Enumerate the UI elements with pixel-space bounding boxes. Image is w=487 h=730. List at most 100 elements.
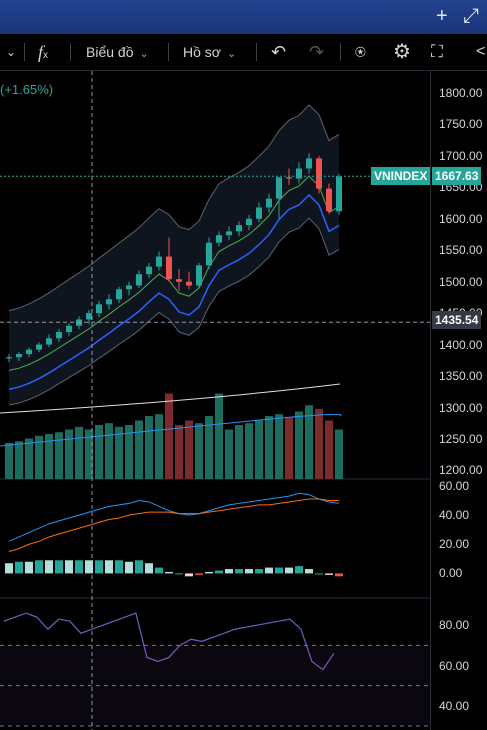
candle-body [246,218,252,226]
signal-line [8,498,339,553]
chevron-down-icon: ⌄ [226,48,237,60]
settings-icon[interactable]: ⚙ [393,41,411,63]
chart-area[interactable]: (+1.65%) 1800.00 1750.00 1700.00 1650.00 160… [0,71,487,730]
undo-icon[interactable]: ↶ [271,42,287,62]
macd-histogram-bar [295,566,303,574]
volume-bar [325,420,333,479]
candle-body [66,325,72,333]
macd-histogram-bar [255,569,263,574]
rsi-band-fill [0,645,430,726]
candle-body [156,256,162,267]
separator [256,43,257,61]
separator [24,43,25,61]
scale-tick-label: 1800.00 [439,86,483,100]
candle-body [196,265,202,286]
separator [340,43,341,61]
candle-body [216,235,222,243]
scale-tick-label: 1200.00 [439,463,483,478]
last-price-tag: 1667.63 [432,167,482,185]
macd-histogram-bar [5,563,13,574]
chevron-down-icon[interactable]: ⌄ [6,45,17,59]
candle-body [146,266,152,275]
macd-histogram-bar [185,573,193,577]
redo-icon[interactable]: ↷ [309,42,325,62]
volume-bar [265,416,273,479]
window-titlebar: + ⤢ [0,0,487,34]
macd-histogram-bar [85,560,93,574]
candle-body [326,188,332,212]
chart-toolbar: ⌄ fx Biểu đồ ⌄ Hồ sơ ⌄ ↶ ↷ ⍟ ⚙ ⛶ < [0,34,487,71]
volume-bar [175,425,183,479]
macd-histogram-bar [25,561,33,574]
macd-histogram-bar [315,573,323,575]
candle-body [96,304,102,314]
volume-bar [15,441,23,479]
scale-tick-label: 1600.00 [439,211,483,226]
scale-tick-label: 1400.00 [439,337,483,352]
scale-tick-label: 60.00 [439,658,470,673]
macd-histogram-bar [95,560,103,574]
volume-bar [135,420,143,479]
candle-body [286,177,292,179]
expand-icon[interactable]: ⤢ [463,5,479,27]
volume-bar [115,426,123,479]
candle-body [336,176,342,212]
macd-histogram-bar [325,573,333,575]
chart-type-label: Biểu đồ [86,44,134,60]
scale-tick-label: 1500.00 [439,274,483,289]
macd-histogram-bar [225,569,233,574]
volume-bar [55,432,63,479]
candle-body [136,274,142,286]
scale-tick-label: 0.00 [439,566,463,581]
indicators-button[interactable]: fx [38,34,48,70]
scale-tick-label: 40.00 [439,698,470,713]
scale-tick-label: 1550.00 [439,243,483,258]
macd-histogram-bar [265,567,273,574]
scale-tick-label: 1700.00 [439,148,483,163]
fullscreen-icon[interactable]: ⛶ [431,42,443,61]
crosshair-price-tag: 1435.54 [432,311,482,329]
macd-histogram-bar [45,560,53,574]
scale-tick-label: 1750.00 [439,117,483,132]
chevron-down-icon: ⌄ [139,48,149,60]
volume-bar [195,423,203,479]
macd-histogram-bar [175,573,183,575]
profile-dropdown[interactable]: Hồ sơ ⌄ [183,34,236,70]
volume-bar [165,393,173,479]
volume-bar [235,425,243,479]
chart-canvas[interactable] [0,71,430,730]
candle-body [176,279,182,282]
candle-body [106,299,112,305]
function-icon: f [38,42,44,62]
price-change: (+1.65%) [0,82,54,97]
add-icon[interactable]: + [436,5,448,27]
scale-tick-label: 40.00 [439,508,470,523]
volume-bar [305,405,313,479]
symbol-tag: VNINDEX [371,167,431,185]
scale-tick-label: 60.00 [439,478,470,493]
scale-tick-label: 80.00 [439,618,470,633]
snapshot-icon[interactable]: ⍟ [355,42,366,62]
macd-histogram-bar [205,571,213,574]
macd-histogram-bar [235,569,243,574]
profile-label: Hồ sơ [183,44,221,60]
volume-bar [185,420,193,479]
share-icon[interactable]: < [476,43,486,60]
bollinger-band-fill [9,104,339,406]
scale-tick-label: 20.00 [439,537,470,552]
macd-histogram-bar [135,560,143,574]
candle-body [16,354,22,358]
volume-bar [225,429,233,479]
volume-bar [145,416,153,479]
volume-bar [285,417,293,479]
candle-body [236,225,242,232]
chart-type-dropdown[interactable]: Biểu đồ ⌄ [86,34,149,70]
macd-line [8,492,340,542]
volume-ma-line [0,383,341,414]
volume-bar [35,435,43,479]
volume-bar [5,443,13,479]
volume-bar [105,423,113,479]
volume-bar [125,425,133,479]
candle-body [226,231,232,236]
macd-histogram-bar [115,560,123,574]
